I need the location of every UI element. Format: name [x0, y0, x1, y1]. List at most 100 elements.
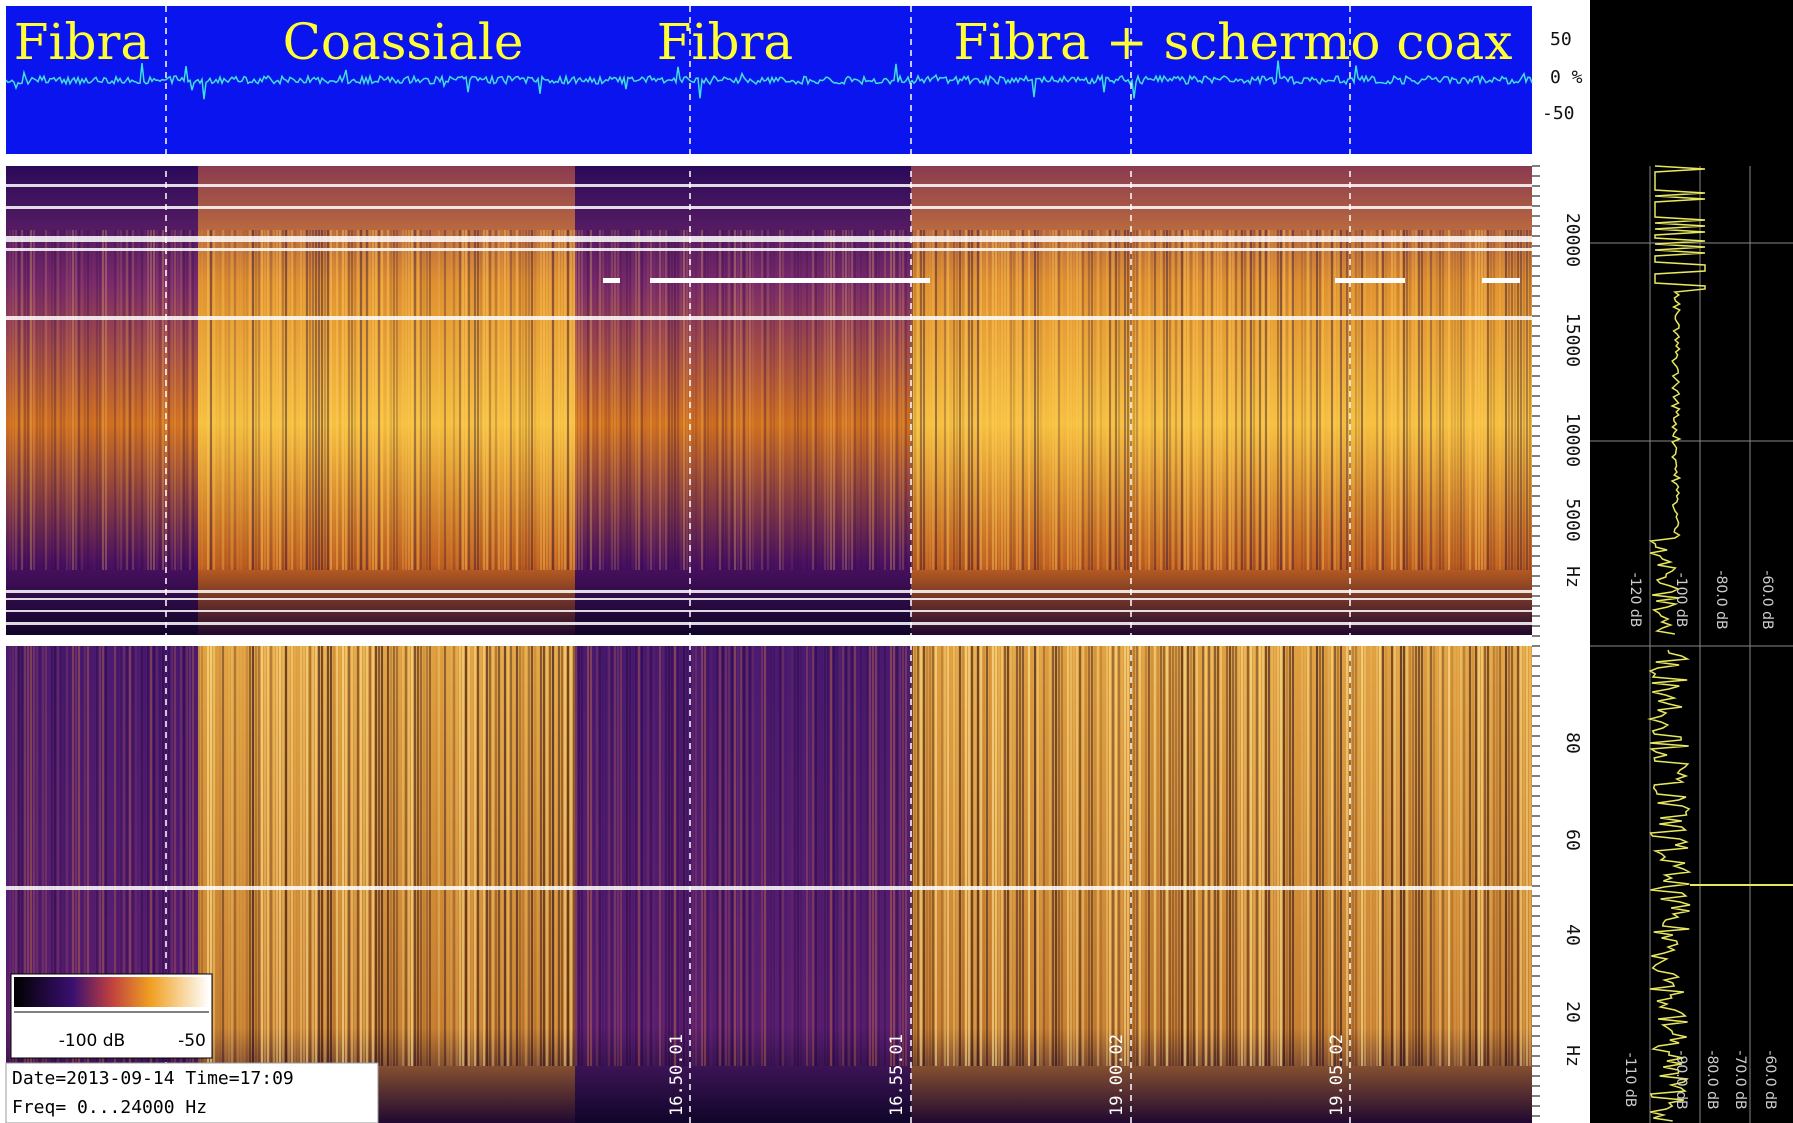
- stripe: [1505, 230, 1507, 570]
- stripe: [1448, 646, 1450, 1066]
- stripe: [782, 646, 784, 1066]
- stripe: [1103, 230, 1105, 570]
- stripe: [351, 646, 353, 1066]
- stripe: [1259, 646, 1261, 1066]
- stripe: [950, 646, 952, 1066]
- stripe: [483, 230, 485, 570]
- stripe: [54, 646, 56, 1066]
- stripe: [1112, 646, 1114, 1066]
- stripe: [1082, 230, 1084, 570]
- stripe: [1139, 646, 1141, 1066]
- stripe: [348, 646, 350, 1066]
- stripe: [321, 230, 323, 570]
- stripe: [486, 646, 488, 1066]
- stripe: [216, 646, 218, 1066]
- stripe: [1517, 646, 1519, 1066]
- freq-axis-unit: Hz: [1562, 1045, 1583, 1067]
- stripe: [1340, 646, 1342, 1066]
- stripe: [201, 230, 203, 570]
- stripe: [102, 230, 104, 570]
- stripe: [1235, 646, 1237, 1066]
- waveform-axis-label: 0 %: [1550, 67, 1583, 88]
- stripe: [1184, 230, 1186, 570]
- stripe: [75, 646, 77, 1066]
- stripe: [719, 646, 721, 1066]
- stripe: [956, 230, 958, 570]
- stripe: [192, 230, 194, 570]
- stripe: [423, 230, 425, 570]
- stripe: [1412, 646, 1414, 1066]
- stripe: [75, 230, 77, 570]
- stripe: [836, 230, 838, 570]
- stripe: [141, 230, 143, 570]
- stripe: [596, 230, 598, 570]
- level-axis-label: -100 dB: [1673, 573, 1689, 628]
- stripe: [1256, 646, 1258, 1066]
- stripe: [396, 230, 398, 570]
- stripe: [366, 230, 368, 570]
- stripe: [662, 230, 664, 570]
- stripe: [1313, 230, 1315, 570]
- stripe: [1229, 646, 1231, 1066]
- stripe: [1037, 230, 1039, 570]
- stripe: [1418, 646, 1420, 1066]
- stripe: [854, 230, 856, 570]
- stripe: [761, 646, 763, 1066]
- stripe: [1280, 230, 1282, 570]
- stripe: [1169, 646, 1171, 1066]
- info-box-bg: [5, 1062, 379, 1123]
- stripe: [144, 646, 146, 1066]
- stripe: [590, 230, 592, 570]
- stripe: [63, 230, 65, 570]
- stripe: [87, 646, 89, 1066]
- stripe: [1418, 230, 1420, 570]
- stripe: [54, 230, 56, 570]
- stripe: [1199, 230, 1201, 570]
- stripe: [854, 646, 856, 1066]
- stripe: [411, 646, 413, 1066]
- stripe: [1373, 230, 1375, 570]
- stripe: [459, 230, 461, 570]
- hline: [6, 622, 1532, 625]
- stripe: [1346, 646, 1348, 1066]
- stripe: [42, 230, 44, 570]
- stripe: [285, 230, 287, 570]
- stripe: [1187, 230, 1189, 570]
- stripe: [716, 646, 718, 1066]
- stripe: [345, 230, 347, 570]
- stripe: [914, 646, 916, 1066]
- stripe: [1100, 646, 1102, 1066]
- stripe: [683, 646, 685, 1066]
- stripe: [396, 646, 398, 1066]
- stripe: [1007, 230, 1009, 570]
- freq-axis-label: 40: [1562, 924, 1583, 946]
- stripe: [309, 646, 311, 1066]
- spectrogram-hf-segment: [575, 166, 911, 635]
- stripe: [414, 646, 416, 1066]
- stripe: [144, 230, 146, 570]
- stripe: [522, 230, 524, 570]
- stripe: [162, 230, 164, 570]
- stripe: [540, 230, 542, 570]
- stripe: [644, 230, 646, 570]
- stripe: [120, 646, 122, 1066]
- stripe: [749, 646, 751, 1066]
- stripe: [1412, 230, 1414, 570]
- stripe: [468, 230, 470, 570]
- stripe: [725, 230, 727, 570]
- stripe: [255, 230, 257, 570]
- stripe: [1445, 230, 1447, 570]
- stripe: [264, 230, 266, 570]
- level-axis-label: -70.0 dB: [1732, 1050, 1748, 1109]
- stripe: [1361, 230, 1363, 570]
- stripe: [833, 646, 835, 1066]
- stripe: [156, 230, 158, 570]
- stripe: [1430, 230, 1432, 570]
- stripe: [1355, 230, 1357, 570]
- stripe: [668, 646, 670, 1066]
- stripe: [516, 646, 518, 1066]
- stripe: [291, 230, 293, 570]
- stripe: [1235, 230, 1237, 570]
- stripe: [1004, 646, 1006, 1066]
- stripe: [369, 230, 371, 570]
